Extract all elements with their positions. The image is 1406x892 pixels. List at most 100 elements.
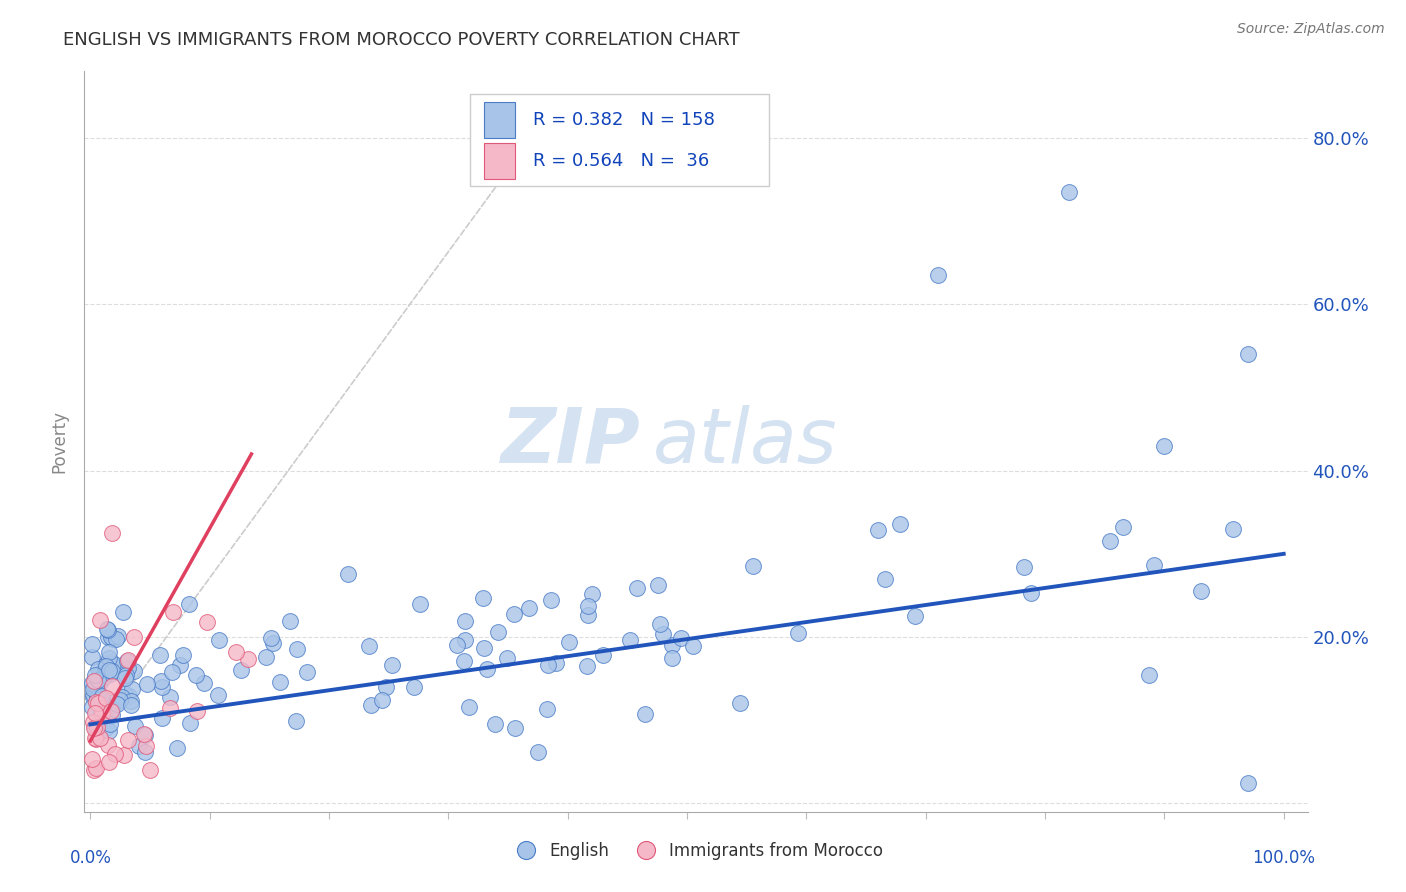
- FancyBboxPatch shape: [484, 144, 515, 178]
- Point: [100, 656, 122, 670]
- Text: 0.0%: 0.0%: [69, 849, 111, 867]
- Point: [90, 707, 112, 722]
- Point: [269, 674, 291, 689]
- Point: [1019, 586, 1042, 600]
- Text: ZIP: ZIP: [501, 405, 641, 478]
- Point: [91, 695, 114, 709]
- Point: [101, 702, 124, 716]
- Point: [96, 721, 118, 735]
- Point: [87, 673, 110, 687]
- Point: [100, 630, 122, 644]
- Point: [1098, 534, 1121, 549]
- Point: [446, 638, 468, 652]
- Point: [626, 581, 648, 595]
- Point: [359, 639, 381, 653]
- Point: [177, 597, 200, 611]
- Point: [225, 645, 247, 659]
- Point: [927, 268, 949, 282]
- Point: [1057, 185, 1080, 199]
- Point: [260, 631, 283, 645]
- Point: [89, 614, 111, 628]
- Point: [1222, 522, 1244, 536]
- Point: [134, 728, 156, 742]
- Point: [371, 692, 394, 706]
- Point: [633, 707, 655, 722]
- Point: [904, 609, 927, 624]
- Point: [96, 622, 118, 636]
- Point: [112, 605, 135, 619]
- Point: [112, 686, 135, 700]
- Point: [89, 674, 111, 689]
- Point: [254, 650, 277, 665]
- Point: [374, 680, 396, 694]
- Point: [1153, 439, 1175, 453]
- Point: [135, 739, 157, 754]
- Point: [89, 731, 111, 745]
- Point: [84, 695, 107, 709]
- Point: [295, 665, 318, 680]
- Point: [96, 701, 118, 715]
- Point: [728, 696, 751, 710]
- Point: [80, 637, 103, 651]
- Point: [576, 599, 599, 614]
- Point: [114, 671, 136, 685]
- Point: [93, 658, 115, 673]
- Point: [1189, 584, 1212, 599]
- Point: [193, 676, 215, 690]
- Point: [104, 747, 127, 761]
- Point: [527, 745, 550, 759]
- Point: [82, 714, 104, 729]
- Point: [120, 698, 142, 712]
- Point: [98, 667, 121, 681]
- Point: [86, 732, 108, 747]
- Point: [581, 587, 603, 601]
- Point: [231, 663, 253, 677]
- Legend: English, Immigrants from Morocco: English, Immigrants from Morocco: [502, 835, 890, 866]
- Point: [484, 717, 506, 731]
- Point: [82, 682, 104, 697]
- Point: [402, 680, 425, 694]
- Point: [83, 731, 105, 745]
- Point: [284, 714, 307, 729]
- Point: [86, 720, 108, 734]
- Point: [150, 711, 173, 725]
- Point: [458, 700, 481, 714]
- Point: [83, 721, 105, 735]
- Point: [360, 698, 382, 712]
- Point: [101, 708, 124, 723]
- Point: [80, 700, 103, 714]
- Point: [472, 640, 495, 655]
- Point: [537, 658, 560, 673]
- Point: [889, 516, 911, 531]
- Point: [381, 657, 404, 672]
- Text: R = 0.564   N =  36: R = 0.564 N = 36: [533, 152, 710, 170]
- Point: [208, 632, 231, 647]
- Point: [101, 679, 124, 693]
- Point: [536, 702, 558, 716]
- Point: [207, 688, 229, 702]
- Point: [238, 652, 260, 666]
- Point: [97, 739, 120, 753]
- Point: [91, 704, 114, 718]
- Point: [111, 690, 134, 704]
- Point: [648, 617, 671, 632]
- Point: [91, 706, 114, 721]
- Point: [97, 664, 120, 678]
- Point: [120, 694, 142, 708]
- Point: [661, 651, 683, 665]
- Point: [82, 690, 104, 704]
- Point: [186, 704, 208, 718]
- Point: [98, 717, 121, 731]
- Point: [122, 630, 145, 644]
- Point: [103, 657, 125, 672]
- Point: [97, 623, 120, 637]
- Point: [82, 650, 104, 665]
- Point: [96, 630, 118, 644]
- Point: [453, 654, 475, 668]
- Point: [107, 629, 129, 643]
- Point: [454, 633, 477, 648]
- Point: [1012, 560, 1035, 574]
- Point: [661, 638, 683, 652]
- Point: [486, 624, 509, 639]
- Point: [89, 669, 111, 683]
